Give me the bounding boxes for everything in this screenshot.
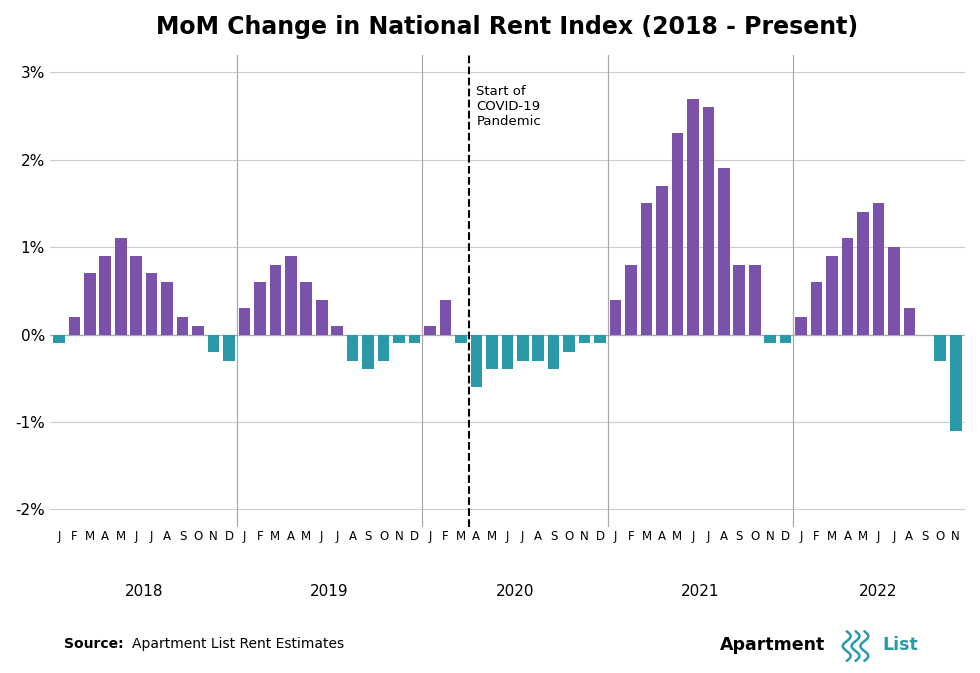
- Bar: [502, 334, 514, 369]
- Bar: [950, 334, 961, 431]
- Bar: [331, 326, 343, 334]
- Bar: [842, 238, 854, 334]
- Bar: [162, 282, 172, 334]
- Bar: [239, 308, 250, 334]
- Bar: [409, 334, 420, 343]
- Bar: [130, 256, 142, 334]
- Bar: [687, 98, 699, 334]
- Text: 2020: 2020: [496, 583, 534, 598]
- Bar: [69, 317, 80, 334]
- Text: Source:: Source:: [64, 637, 123, 651]
- Bar: [84, 273, 96, 334]
- Bar: [424, 326, 436, 334]
- Bar: [594, 334, 606, 343]
- Bar: [935, 334, 946, 361]
- Bar: [192, 326, 204, 334]
- Bar: [625, 264, 637, 334]
- Bar: [904, 308, 915, 334]
- Bar: [270, 264, 281, 334]
- Bar: [826, 256, 838, 334]
- Bar: [115, 238, 126, 334]
- Bar: [393, 334, 405, 343]
- Bar: [53, 334, 65, 343]
- Text: Apartment List Rent Estimates: Apartment List Rent Estimates: [132, 637, 344, 651]
- Bar: [858, 212, 868, 334]
- Bar: [657, 186, 667, 334]
- Bar: [301, 282, 312, 334]
- Bar: [796, 317, 807, 334]
- Bar: [470, 334, 482, 387]
- Title: MoM Change in National Rent Index (2018 - Present): MoM Change in National Rent Index (2018 …: [156, 15, 858, 39]
- Bar: [564, 334, 575, 352]
- Bar: [548, 334, 560, 369]
- Text: List: List: [882, 636, 917, 654]
- Bar: [455, 334, 466, 343]
- Bar: [780, 334, 792, 343]
- Bar: [363, 334, 374, 369]
- Text: 2019: 2019: [311, 583, 349, 598]
- Bar: [378, 334, 389, 361]
- Bar: [641, 203, 653, 334]
- Bar: [888, 247, 900, 334]
- Bar: [703, 107, 714, 334]
- Bar: [347, 334, 359, 361]
- Text: 2018: 2018: [124, 583, 164, 598]
- Bar: [440, 299, 451, 334]
- Bar: [316, 299, 327, 334]
- Bar: [223, 334, 235, 361]
- Bar: [579, 334, 590, 343]
- Bar: [208, 334, 220, 352]
- Bar: [764, 334, 776, 343]
- Bar: [733, 264, 745, 334]
- Bar: [810, 282, 822, 334]
- Bar: [146, 273, 158, 334]
- Bar: [872, 203, 884, 334]
- Text: 2021: 2021: [681, 583, 720, 598]
- Bar: [254, 282, 266, 334]
- Bar: [718, 168, 729, 334]
- Bar: [285, 256, 297, 334]
- Bar: [749, 264, 760, 334]
- Bar: [100, 256, 111, 334]
- Bar: [610, 299, 621, 334]
- Bar: [486, 334, 498, 369]
- Bar: [176, 317, 188, 334]
- Text: 2022: 2022: [859, 583, 898, 598]
- Bar: [532, 334, 544, 361]
- Bar: [671, 133, 683, 334]
- Text: Apartment: Apartment: [720, 636, 825, 654]
- Text: Start of
COVID-19
Pandemic: Start of COVID-19 Pandemic: [476, 85, 541, 129]
- Bar: [517, 334, 528, 361]
